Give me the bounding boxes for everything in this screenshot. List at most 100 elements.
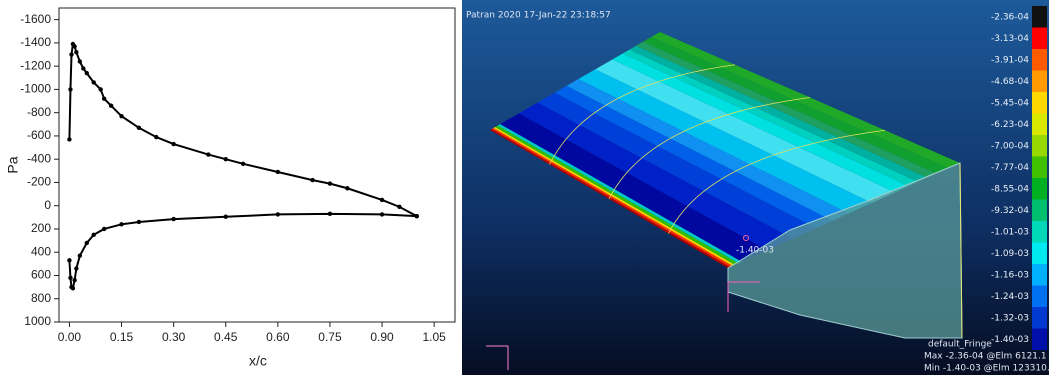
legend-label: -5.45-04 <box>991 98 1029 108</box>
data-point <box>276 212 280 216</box>
data-point <box>310 178 314 182</box>
data-point <box>68 276 72 280</box>
legend-label: -1.01-03 <box>991 227 1029 237</box>
fringe-name: default_Fringe <box>928 340 992 350</box>
data-point <box>119 222 123 226</box>
y-tick-label: -1600 <box>20 12 51 26</box>
data-point <box>345 186 349 190</box>
data-point <box>78 59 82 63</box>
y-tick-label: -600 <box>27 128 51 142</box>
x-tick-label: 0.60 <box>266 330 290 344</box>
legend-label: -1.40-03 <box>991 335 1029 345</box>
data-point <box>69 52 73 56</box>
x-axis-title: x/c <box>249 353 267 369</box>
data-point <box>72 278 76 282</box>
y-tick-label: 1000 <box>24 314 51 328</box>
data-point <box>109 103 113 107</box>
data-point <box>171 217 175 221</box>
data-point <box>241 162 245 166</box>
data-point <box>328 212 332 216</box>
y-tick-label: -1000 <box>20 82 51 96</box>
data-point <box>68 87 72 91</box>
data-point <box>119 114 123 118</box>
y-tick-label: 0 <box>44 198 51 212</box>
y-axis-title: Pa <box>5 156 21 173</box>
data-point <box>67 258 71 262</box>
data-point <box>380 198 384 202</box>
x-tick-label: 0.45 <box>214 330 238 344</box>
legend-label: -8.55-04 <box>991 184 1029 194</box>
y-tick-label: -1400 <box>20 35 51 49</box>
data-point <box>415 214 419 218</box>
data-point <box>154 135 158 139</box>
data-point <box>224 157 228 161</box>
y-tick-label: 200 <box>31 221 51 235</box>
x-tick-label: 0.75 <box>318 330 342 344</box>
data-point <box>74 266 78 270</box>
legend-swatch <box>1032 264 1047 286</box>
data-point <box>67 137 71 141</box>
data-point <box>137 126 141 130</box>
legend-swatch <box>1032 221 1047 243</box>
legend-swatch <box>1032 200 1047 222</box>
legend-label: -1.09-03 <box>991 249 1029 259</box>
legend-swatch <box>1032 92 1047 114</box>
legend-label: -2.36-04 <box>991 12 1029 22</box>
data-point <box>78 254 82 258</box>
data-point <box>276 170 280 174</box>
data-point <box>328 181 332 185</box>
x-tick-label: 0.30 <box>162 330 186 344</box>
viewport-title: Patran 2020 17-Jan-22 23:18:57 <box>466 11 611 21</box>
legend-swatch <box>1032 6 1047 28</box>
legend-label: -9.32-04 <box>991 206 1029 216</box>
legend-label: -6.23-04 <box>991 120 1029 130</box>
x-tick-label: 0.15 <box>110 330 134 344</box>
legend-swatch <box>1032 243 1047 265</box>
legend-label: -3.91-04 <box>991 55 1029 65</box>
data-point <box>380 212 384 216</box>
data-point <box>85 71 89 75</box>
min-text: Min -1.40-03 @Elm 123310.1 <box>924 364 1049 374</box>
marker-label: -1.40-03 <box>736 246 774 256</box>
data-point <box>171 142 175 146</box>
y-tick-label: 600 <box>31 268 51 282</box>
patran-viewport: -1.40-03 Patran 2020 17-Jan-22 23:18:57 … <box>462 0 1049 375</box>
legend-label: -1.32-03 <box>991 313 1029 323</box>
legend-label: -7.00-04 <box>991 141 1029 151</box>
figure: Pa x/c -1600 -1400 -1200 -1000 -800 -600 -400 -… <box>0 0 1049 375</box>
data-point <box>85 241 89 245</box>
legend-label: -1.16-03 <box>991 270 1029 280</box>
data-point <box>71 286 75 290</box>
legend-label: -1.24-03 <box>991 292 1029 302</box>
legend-swatch <box>1032 286 1047 308</box>
data-point <box>102 227 106 231</box>
y-tick-label: -400 <box>27 151 51 165</box>
legend-swatch <box>1032 157 1047 179</box>
legend-swatch <box>1032 114 1047 136</box>
legend-label: -4.68-04 <box>991 77 1029 87</box>
data-point <box>137 220 141 224</box>
data-point <box>397 205 401 209</box>
data-point <box>224 215 228 219</box>
y-tick-label: -200 <box>27 175 51 189</box>
legend-label: -3.13-04 <box>991 34 1029 44</box>
legend-swatch <box>1032 329 1047 351</box>
data-point <box>81 66 85 70</box>
legend-swatch <box>1032 28 1047 50</box>
legend-label: -7.77-04 <box>991 163 1029 173</box>
data-point <box>74 50 78 54</box>
x-tick-label: 1.05 <box>422 330 446 344</box>
y-tick-label: 400 <box>31 244 51 258</box>
data-point <box>102 97 106 101</box>
chart-background <box>0 0 460 375</box>
page: {"chart_data": {"type": "line", "xlabel"… <box>0 0 1049 375</box>
x-tick-label: 0.90 <box>370 330 394 344</box>
y-tick-label: 800 <box>31 291 51 305</box>
legend-swatch <box>1032 307 1047 329</box>
y-tick-label: -800 <box>27 105 51 119</box>
data-point <box>72 44 76 48</box>
x-tick-label: 0.00 <box>58 330 82 344</box>
legend-swatch <box>1032 135 1047 157</box>
y-tick-label: -1200 <box>20 58 51 72</box>
data-point <box>98 87 102 91</box>
